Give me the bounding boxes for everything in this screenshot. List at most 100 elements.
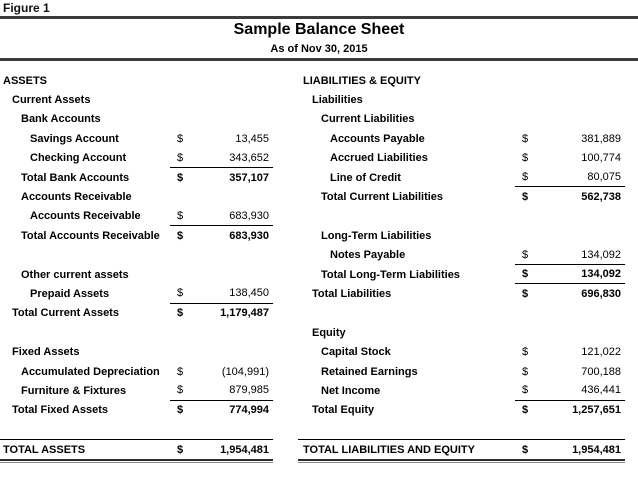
- table-row: Current Assets: [0, 90, 273, 109]
- currency-symbol: $: [522, 248, 529, 261]
- liabilities-equity-bottom-rule: [298, 458, 625, 463]
- currency-symbol: $: [177, 151, 184, 164]
- table-row: Bank Accounts: [0, 110, 273, 129]
- table-row: Total Current Assets $1,179,487: [0, 304, 273, 323]
- row-amount: 357,107: [229, 171, 269, 184]
- table-row: TOTAL LIABILITIES AND EQUITY $1,954,481: [298, 439, 625, 458]
- row-label: Total Current Liabilities: [321, 191, 444, 204]
- row-label: LIABILITIES & EQUITY: [303, 74, 421, 87]
- amount-group: $1,257,651: [515, 401, 625, 420]
- table-row: Accounts Receivable: [0, 187, 273, 206]
- amount-group: $357,107: [170, 168, 273, 187]
- amount-group: $1,179,487: [170, 304, 273, 323]
- amount-group: $700,188: [515, 362, 625, 381]
- row-label: ASSETS: [3, 74, 48, 87]
- table-row: Other current assets: [0, 265, 273, 284]
- row-amount: 1,954,481: [220, 443, 269, 456]
- currency-symbol: $: [522, 132, 529, 145]
- row-label: Accounts Payable: [330, 132, 425, 145]
- amount-group: $80,075: [515, 168, 625, 188]
- amount-group: $696,830: [515, 284, 625, 303]
- currency-symbol: $: [177, 365, 184, 378]
- table-row: Net Income $436,441: [298, 381, 625, 401]
- amount-group: $121,022: [515, 342, 625, 361]
- row-amount: 562,738: [581, 191, 621, 204]
- amount-group: $134,092: [515, 265, 625, 285]
- amount-group: $562,738: [515, 187, 625, 206]
- liabilities-equity-column: LIABILITIES & EQUITY Liabilities Current L…: [298, 71, 625, 463]
- row-amount: 436,441: [581, 384, 621, 397]
- row-label: Current Liabilities: [321, 113, 415, 126]
- row-amount: 100,774: [581, 152, 621, 165]
- amount-group: $1,954,481: [170, 440, 273, 458]
- table-row: Liabilities: [298, 90, 625, 109]
- currency-symbol: $: [522, 268, 529, 281]
- table-row: Total Current Liabilities $562,738: [298, 187, 625, 206]
- table-row: [0, 323, 273, 342]
- table-row: Savings Account $13,455: [0, 129, 273, 148]
- row-label: Total Bank Accounts: [21, 171, 130, 184]
- table-row: Accounts Payable $381,889: [298, 129, 625, 148]
- page-subtitle: As of Nov 30, 2015: [270, 43, 368, 55]
- amount-group: $683,930: [170, 226, 273, 245]
- row-label: Furniture & Fixtures: [21, 384, 127, 397]
- row-label: Checking Account: [30, 152, 127, 165]
- amount-group: $683,930: [170, 207, 273, 227]
- table-row: Total Long-Term Liabilities $134,092: [298, 265, 625, 285]
- amount-group: $774,994: [170, 401, 273, 420]
- row-label: Equity: [312, 326, 346, 339]
- row-label: Total Fixed Assets: [12, 404, 108, 417]
- table-row: [298, 420, 625, 439]
- row-amount: 700,188: [581, 365, 621, 378]
- currency-symbol: $: [522, 171, 529, 184]
- row-amount: 696,830: [581, 287, 621, 300]
- table-row: Retained Earnings $700,188: [298, 362, 625, 381]
- table-row: [298, 304, 625, 323]
- amount-group: $879,985: [170, 381, 273, 401]
- table-row: Total Fixed Assets $774,994: [0, 401, 273, 420]
- amount-group: $ (104,991): [170, 362, 273, 381]
- currency-symbol: $: [177, 307, 184, 320]
- currency-symbol: $: [522, 287, 529, 300]
- figure-label: Figure 1: [3, 1, 50, 15]
- currency-symbol: $: [177, 171, 184, 184]
- table-row: Prepaid Assets $138,450: [0, 284, 273, 304]
- row-label: Liabilities: [312, 94, 363, 107]
- row-amount: 774,994: [229, 404, 269, 417]
- currency-symbol: $: [522, 152, 529, 165]
- table-row: Current Liabilities: [298, 110, 625, 129]
- table-row: Line of Credit $80,075: [298, 168, 625, 188]
- currency-symbol: $: [177, 229, 184, 242]
- row-label: Retained Earnings: [321, 365, 418, 378]
- row-label: TOTAL ASSETS: [3, 443, 86, 456]
- row-amount: 879,985: [229, 384, 269, 397]
- row-amount: 683,930: [229, 229, 269, 242]
- currency-symbol: $: [522, 191, 529, 204]
- header-rule: [0, 58, 638, 61]
- currency-symbol: $: [177, 443, 184, 456]
- table-row: Accounts Receivable $683,930: [0, 207, 273, 227]
- table-row: [298, 207, 625, 226]
- table-row: Checking Account $343,652: [0, 149, 273, 168]
- row-label: Other current assets: [21, 268, 129, 281]
- assets-bottom-rule: [0, 458, 273, 463]
- amount-group: $436,441: [515, 381, 625, 401]
- currency-symbol: $: [177, 404, 184, 417]
- amount-group: $381,889: [515, 129, 625, 148]
- table-row: Total Equity $1,257,651: [298, 401, 625, 420]
- row-amount: 683,930: [229, 209, 269, 222]
- table-row: TOTAL ASSETS $1,954,481: [0, 439, 273, 458]
- row-amount: 343,652: [229, 151, 269, 164]
- assets-column: ASSETS Current Assets Bank Accounts Savings…: [0, 71, 273, 463]
- row-label: Accrued Liabilities: [330, 152, 428, 165]
- row-label: Total Equity: [312, 404, 375, 417]
- assets-rows: ASSETS Current Assets Bank Accounts Savings…: [0, 71, 273, 459]
- row-label: Savings Account: [30, 132, 119, 145]
- table-row: Accrued Liabilities $100,774: [298, 149, 625, 168]
- row-label: TOTAL LIABILITIES AND EQUITY: [303, 443, 475, 456]
- amount-group: $138,450: [170, 284, 273, 304]
- currency-symbol: $: [177, 384, 184, 397]
- row-label: Current Assets: [12, 94, 91, 107]
- table-row: [0, 246, 273, 265]
